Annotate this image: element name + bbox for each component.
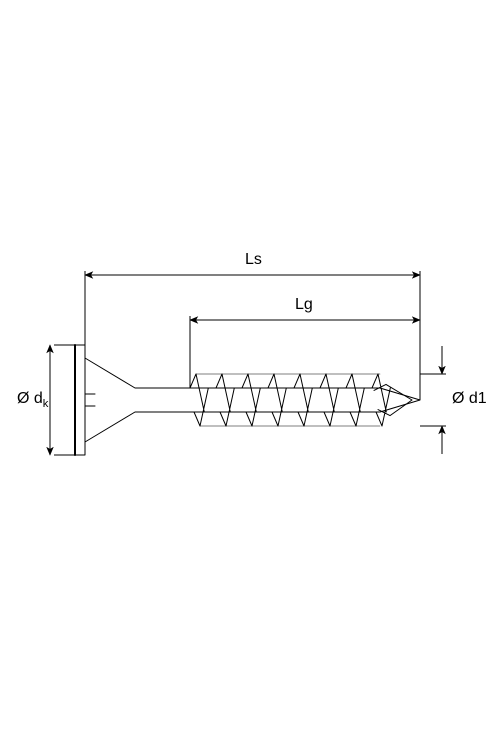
label-d1: Ø d1 — [452, 390, 487, 408]
diagram-stage: Ls Lg Ø dk Ø d1 — [0, 0, 500, 750]
label-ls: Ls — [245, 251, 262, 269]
label-lg: Lg — [295, 296, 313, 314]
screw-technical-drawing — [0, 0, 500, 750]
label-dk-sub: k — [43, 398, 49, 410]
label-dk-prefix: Ø d — [17, 390, 43, 407]
label-dk: Ø dk — [17, 390, 48, 410]
